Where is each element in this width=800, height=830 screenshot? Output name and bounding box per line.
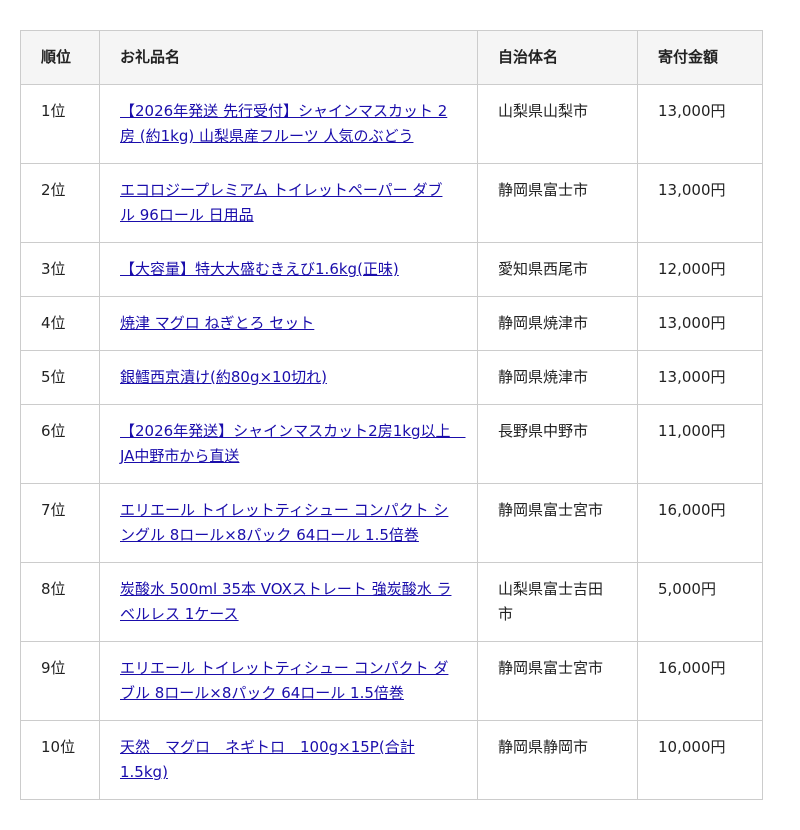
gift-name-cell: 焼津 マグロ ねぎとろ セット [99,296,478,351]
header-donation-amount: 寄付金額 [637,30,763,85]
gift-link[interactable]: エリエール トイレットティシュー コンパクト シングル 8ロール×8パック 64… [120,501,449,544]
gift-name-cell: 炭酸水 500ml 35本 VOXストレート 強炭酸水 ラベルレス 1ケース [99,562,478,642]
gift-name-cell: 天然 マグロ ネギトロ 100g×15P(合計1.5kg) [99,720,478,800]
ranking-table: 順位 お礼品名 自治体名 寄付金額 1位 【2026年発送 先行受付】シャインマス… [20,30,763,800]
gift-link[interactable]: エリエール トイレットティシュー コンパクト ダブル 8ロール×8パック 64ロ… [120,659,449,702]
gift-link[interactable]: 【大容量】特大大盛むきえび1.6kg(正味) [120,260,399,278]
municipality-cell: 静岡県静岡市 [477,720,638,800]
gift-link[interactable]: 【2026年発送 先行受付】シャインマスカット 2房 (約1kg) 山梨県産フル… [120,102,448,145]
rank-cell: 5位 [20,350,100,405]
rank-cell: 10位 [20,720,100,800]
municipality-cell: 静岡県焼津市 [477,296,638,351]
gift-name-cell: エリエール トイレットティシュー コンパクト ダブル 8ロール×8パック 64ロ… [99,641,478,721]
gift-name-cell: 銀鱈西京漬け(約80g×10切れ) [99,350,478,405]
municipality-cell: 静岡県富士宮市 [477,641,638,721]
amount-cell: 5,000円 [637,562,763,642]
header-municipality: 自治体名 [477,30,638,85]
table-row: 1位 【2026年発送 先行受付】シャインマスカット 2房 (約1kg) 山梨県産… [20,84,763,164]
gift-name-cell: エリエール トイレットティシュー コンパクト シングル 8ロール×8パック 64… [99,483,478,563]
rank-cell: 3位 [20,242,100,297]
gift-link[interactable]: 炭酸水 500ml 35本 VOXストレート 強炭酸水 ラベルレス 1ケース [120,580,452,623]
table-row: 6位 【2026年発送】シャインマスカット2房1kg以上 JA中野市から直送 長野県… [20,404,763,484]
municipality-cell: 静岡県富士市 [477,163,638,243]
rank-cell: 6位 [20,404,100,484]
rank-cell: 2位 [20,163,100,243]
gift-link[interactable]: 【2026年発送】シャインマスカット2房1kg以上 JA中野市から直送 [120,422,466,465]
amount-cell: 16,000円 [637,641,763,721]
table-row: 3位 【大容量】特大大盛むきえび1.6kg(正味) 愛知県西尾市 12,000円 [20,242,763,297]
table-row: 5位 銀鱈西京漬け(約80g×10切れ) 静岡県焼津市 13,000円 [20,350,763,405]
header-gift-name: お礼品名 [99,30,478,85]
table-row: 9位 エリエール トイレットティシュー コンパクト ダブル 8ロール×8パック 6… [20,641,763,721]
rank-cell: 4位 [20,296,100,351]
amount-cell: 12,000円 [637,242,763,297]
gift-link[interactable]: 銀鱈西京漬け(約80g×10切れ) [120,368,327,386]
table-row: 2位 エコロジープレミアム トイレットペーパー ダブル 96ロール 日用品 静岡県富… [20,163,763,243]
table-row: 8位 炭酸水 500ml 35本 VOXストレート 強炭酸水 ラベルレス 1ケース… [20,562,763,642]
gift-name-cell: 【2026年発送 先行受付】シャインマスカット 2房 (約1kg) 山梨県産フル… [99,84,478,164]
gift-name-cell: エコロジープレミアム トイレットペーパー ダブル 96ロール 日用品 [99,163,478,243]
amount-cell: 13,000円 [637,296,763,351]
gift-name-cell: 【大容量】特大大盛むきえび1.6kg(正味) [99,242,478,297]
table-row: 7位 エリエール トイレットティシュー コンパクト シングル 8ロール×8パック … [20,483,763,563]
gift-link[interactable]: 焼津 マグロ ねぎとろ セット [120,314,315,332]
rank-cell: 7位 [20,483,100,563]
table-row: 4位 焼津 マグロ ねぎとろ セット 静岡県焼津市 13,000円 [20,296,763,351]
gift-link[interactable]: 天然 マグロ ネギトロ 100g×15P(合計1.5kg) [120,738,415,781]
amount-cell: 13,000円 [637,84,763,164]
rank-cell: 8位 [20,562,100,642]
gift-link[interactable]: エコロジープレミアム トイレットペーパー ダブル 96ロール 日用品 [120,181,443,224]
municipality-cell: 山梨県山梨市 [477,84,638,164]
amount-cell: 11,000円 [637,404,763,484]
rank-cell: 9位 [20,641,100,721]
rank-cell: 1位 [20,84,100,164]
table-header-row: 順位 お礼品名 自治体名 寄付金額 [20,30,763,85]
amount-cell: 10,000円 [637,720,763,800]
amount-cell: 13,000円 [637,163,763,243]
gift-name-cell: 【2026年発送】シャインマスカット2房1kg以上 JA中野市から直送 [99,404,478,484]
municipality-cell: 愛知県西尾市 [477,242,638,297]
municipality-cell: 静岡県富士宮市 [477,483,638,563]
municipality-cell: 静岡県焼津市 [477,350,638,405]
table-row: 10位 天然 マグロ ネギトロ 100g×15P(合計1.5kg) 静岡県静岡市 10… [20,720,763,800]
municipality-cell: 山梨県富士吉田市 [477,562,638,642]
amount-cell: 16,000円 [637,483,763,563]
amount-cell: 13,000円 [637,350,763,405]
header-rank: 順位 [20,30,100,85]
municipality-cell: 長野県中野市 [477,404,638,484]
